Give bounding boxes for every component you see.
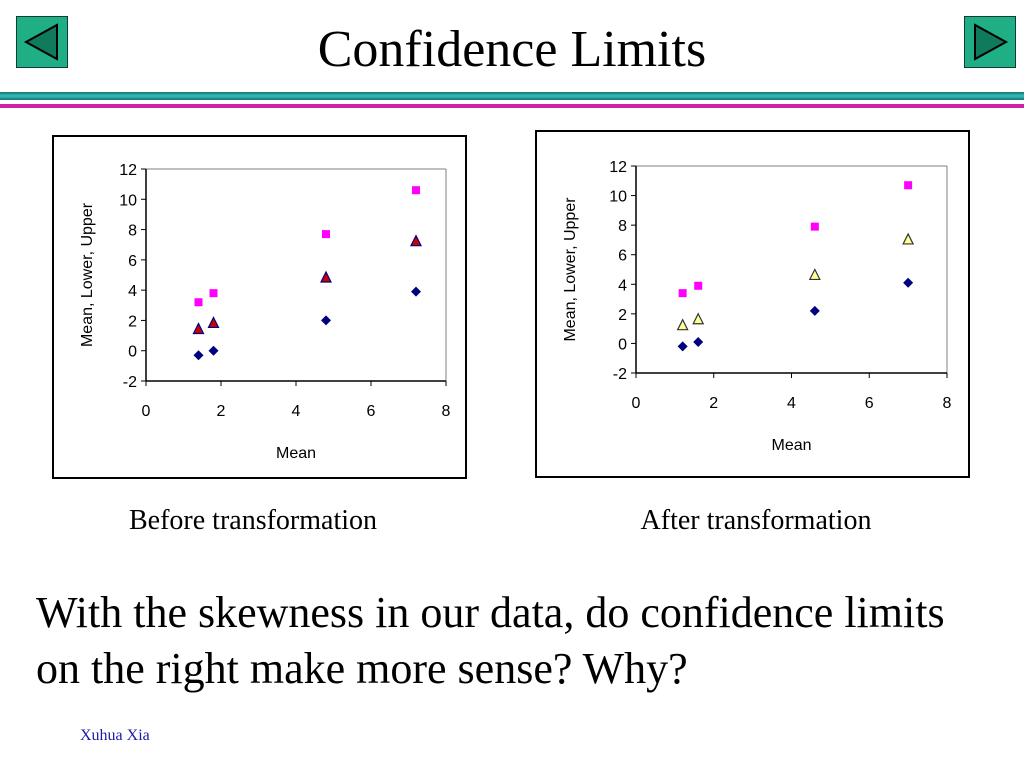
upper-limit-point [679,289,687,297]
y-tick-label: 10 [119,192,137,209]
upper-limit-point [811,223,819,231]
caption-before: Before transformation [52,505,454,537]
y-tick-label: 4 [128,283,137,300]
y-tick-label: 4 [618,277,627,294]
y-tick-label: -2 [123,374,137,391]
x-tick-label: 8 [943,395,952,412]
mean-point [209,346,219,356]
upper-limit-point [210,289,218,297]
lower-limit-point [903,234,913,244]
x-tick-label: 6 [865,395,874,412]
upper-limit-point [322,230,330,238]
mean-point [693,337,703,347]
y-tick-label: 6 [128,253,137,270]
mean-point [678,341,688,351]
title-rule-magenta [0,104,1024,108]
discussion-question: With the skewness in our data, do confid… [36,585,996,697]
upper-limit-point [195,298,203,306]
lower-limit-point [411,236,421,246]
x-tick-label: 8 [442,403,451,420]
lower-limit-point [209,317,219,327]
author-footer: Xuhua Xia [80,727,150,745]
y-tick-label: 8 [618,218,627,235]
y-axis-title: Mean, Lower, Upper [79,202,96,347]
lower-limit-point [810,269,820,279]
caption-after: After transformation [555,505,957,537]
chart-before-frame: -2 0 2 4 6 8 10 12 0 2 4 6 8 Mean Mean, Lower, Upper [52,135,467,479]
upper-limit-point [904,181,912,189]
y-axis-title: Mean, Lower, Upper [562,197,579,342]
y-tick-label: 0 [128,344,137,361]
mean-point [321,315,331,325]
x-tick-label: 0 [632,395,641,412]
lower-limit-point [194,324,204,334]
mean-point [810,306,820,316]
chart-before: -2 0 2 4 6 8 10 12 0 2 4 6 8 Mean Mean, Lower, Upper [54,137,465,477]
x-axis-title: Mean [276,445,316,462]
y-tick-label: 0 [618,336,627,353]
lower-limit-point [678,320,688,330]
lower-limit-point [693,314,703,324]
y-tick-label: 6 [618,248,627,265]
chart-after-frame: -2 0 2 4 6 8 10 12 0 2 4 6 8 Mean Mean, Lower, Upper [535,130,970,478]
x-tick-label: 6 [367,403,376,420]
x-tick-label: 4 [292,403,301,420]
y-tick-label: 2 [128,313,137,330]
x-tick-label: 4 [787,395,796,412]
x-axis-title: Mean [771,437,811,454]
x-tick-label: 2 [709,395,718,412]
lower-limit-point [321,272,331,282]
y-tick-label: 10 [609,189,627,206]
mean-point [903,278,913,288]
y-tick-label: 12 [609,159,627,176]
mean-point [411,287,421,297]
mean-point [194,350,204,360]
title-rule-teal [0,92,1024,100]
upper-limit-point [412,186,420,194]
x-tick-label: 0 [142,403,151,420]
y-tick-label: 8 [128,223,137,240]
x-tick-label: 2 [217,403,226,420]
slide-title: Confidence Limits [0,20,1024,79]
chart-after: -2 0 2 4 6 8 10 12 0 2 4 6 8 Mean Mean, Lower, Upper [537,132,968,476]
y-tick-label: 12 [119,162,137,179]
y-tick-label: -2 [613,366,627,383]
y-tick-label: 2 [618,307,627,324]
upper-limit-point [694,282,702,290]
